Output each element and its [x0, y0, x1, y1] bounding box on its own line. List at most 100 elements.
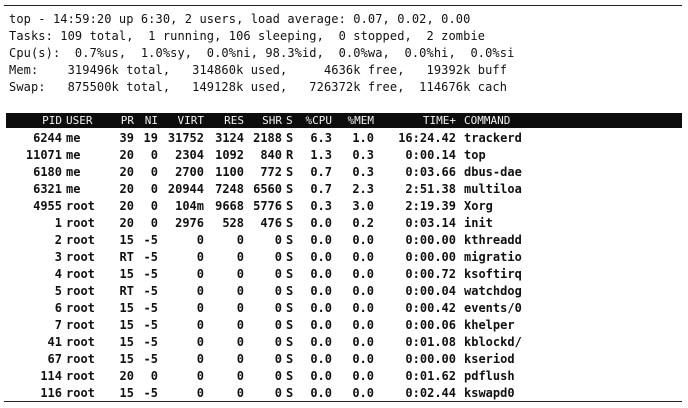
cell-s: S	[286, 216, 294, 230]
cell-ni: -5	[143, 233, 158, 247]
cell-ni: -5	[143, 386, 158, 400]
cell-virt: 0	[196, 250, 204, 264]
cell-pr: 39	[119, 131, 134, 145]
cell-user: root	[66, 386, 95, 400]
cell-res: 0	[236, 318, 244, 332]
cell-ni: 0	[150, 182, 158, 196]
cell-shr: 2188	[253, 131, 282, 145]
cell-shr: 840	[260, 148, 282, 162]
cell-s: S	[286, 301, 294, 315]
cell-time: 2:51.38	[405, 182, 456, 196]
cell-ni: 19	[143, 131, 158, 145]
column-header-user: USER	[66, 114, 93, 127]
cell-user: root	[66, 267, 95, 281]
cell-time: 0:03.66	[405, 165, 456, 179]
cell-virt: 0	[196, 386, 204, 400]
table-row: 116 root 15 -5 0 0 0 S 0.0 0.0 0:02.44 kswapd0	[6, 385, 682, 402]
cell-res: 0	[236, 250, 244, 264]
cell-mem: 0.0	[352, 318, 374, 332]
cell-pr: 15	[119, 267, 134, 281]
cell-s: S	[286, 165, 294, 179]
cell-shr: 0	[274, 267, 282, 281]
cell-mem: 0.3	[352, 148, 374, 162]
cell-res: 0	[236, 335, 244, 349]
cell-mem: 0.0	[352, 233, 374, 247]
cell-cpu: 0.0	[310, 216, 332, 230]
column-header-virt: VIRT	[177, 114, 205, 127]
cell-virt: 0	[196, 267, 204, 281]
cell-ni: 0	[150, 216, 158, 230]
cell-pid: 6321	[33, 182, 62, 196]
process-table: PID USER PR NI VIRT RES SHR S %CPU %MEM TIME+ COMMA…	[6, 113, 682, 402]
cell-pr: 15	[119, 318, 134, 332]
cell-cmd: watchdog	[464, 284, 522, 298]
cell-pr: 15	[119, 386, 134, 400]
column-header-res: RES	[224, 114, 244, 127]
table-row: 6244 me 39 19 31752 3124 2188 S 6.3 1.0 16:24.42 tr…	[6, 130, 682, 147]
cell-virt: 0	[196, 301, 204, 315]
cell-s: S	[286, 182, 294, 196]
table-row: 7 root 15 -5 0 0 0 S 0.0 0.0 0:00.06 khelper	[6, 317, 682, 334]
table-row: 6180 me 20 0 2700 1100 772 S 0.7 0.3 0:03.66 dbus-d…	[6, 164, 682, 181]
cell-user: me	[66, 182, 81, 196]
cell-pr: 15	[119, 335, 134, 349]
cell-s: S	[286, 352, 294, 366]
cell-ni: -5	[143, 284, 158, 298]
cell-time: 0:02.44	[405, 386, 456, 400]
cell-cpu: 0.3	[310, 199, 332, 213]
cell-mem: 1.0	[352, 131, 374, 145]
cell-ni: -5	[143, 250, 158, 264]
cell-ni: -5	[143, 318, 158, 332]
cell-mem: 2.3	[352, 182, 374, 196]
cell-virt: 0	[196, 284, 204, 298]
cell-time: 0:00.06	[405, 318, 456, 332]
cell-s: S	[286, 131, 294, 145]
cell-s: S	[286, 386, 294, 400]
cell-virt: 2700	[175, 165, 204, 179]
cell-cpu: 0.0	[310, 386, 332, 400]
cell-virt: 0	[196, 318, 204, 332]
cell-user: root	[66, 335, 95, 349]
swap-line: Swap: 875500k total, 149128k used, 72637…	[9, 80, 508, 94]
column-header-shr: SHR	[262, 114, 282, 127]
column-header-ni: NI	[144, 114, 158, 127]
cell-pid: 11071	[25, 148, 62, 162]
cell-cmd: events/0	[464, 301, 522, 315]
cell-cpu: 0.0	[310, 318, 332, 332]
cell-time: 2:19.39	[405, 199, 456, 213]
cpu-line: Cpu(s): 0.7%us, 1.0%sy, 0.0%ni, 98.3%id,…	[9, 46, 515, 60]
cell-pid: 4955	[33, 199, 62, 213]
cell-cmd: kswapd0	[464, 386, 515, 400]
cell-cmd: trackerd	[464, 131, 522, 145]
cell-res: 3124	[215, 131, 244, 145]
cell-pr: 20	[119, 182, 134, 196]
cell-res: 0	[236, 284, 244, 298]
cell-time: 0:00.72	[405, 267, 456, 281]
cell-pr: 20	[119, 199, 134, 213]
cell-res: 0	[236, 301, 244, 315]
cell-cmd: migratio	[464, 250, 522, 264]
cell-cmd: dbus-dae	[464, 165, 522, 179]
cell-virt: 0	[196, 352, 204, 366]
cell-shr: 0	[274, 233, 282, 247]
cell-res: 1092	[215, 148, 244, 162]
cell-cmd: multiloa	[464, 182, 522, 196]
cell-mem: 0.0	[352, 267, 374, 281]
cell-pr: 20	[119, 369, 134, 383]
cell-res: 7248	[215, 182, 244, 196]
cell-pid: 41	[47, 335, 62, 349]
cell-shr: 476	[260, 216, 282, 230]
cell-cmd: pdflush	[464, 369, 515, 383]
cell-user: root	[66, 216, 95, 230]
cell-cmd: top	[464, 148, 486, 162]
table-row: 3 root RT -5 0 0 0 S 0.0 0.0 0:00.00 migratio	[6, 249, 682, 266]
cell-s: S	[286, 199, 294, 213]
table-row: 4955 root 20 0 104m 9668 5776 S 0.3 3.0 2:19.39 Xor…	[6, 198, 682, 215]
cell-s: S	[286, 267, 294, 281]
cell-ni: 0	[150, 369, 158, 383]
table-row: 6 root 15 -5 0 0 0 S 0.0 0.0 0:00.42 events/0	[6, 300, 682, 317]
cell-virt: 2976	[175, 216, 204, 230]
cell-user: root	[66, 233, 95, 247]
cell-mem: 0.0	[352, 352, 374, 366]
table-row: 11071 me 20 0 2304 1092 840 R 1.3 0.3 0:00.14 top	[6, 147, 682, 164]
